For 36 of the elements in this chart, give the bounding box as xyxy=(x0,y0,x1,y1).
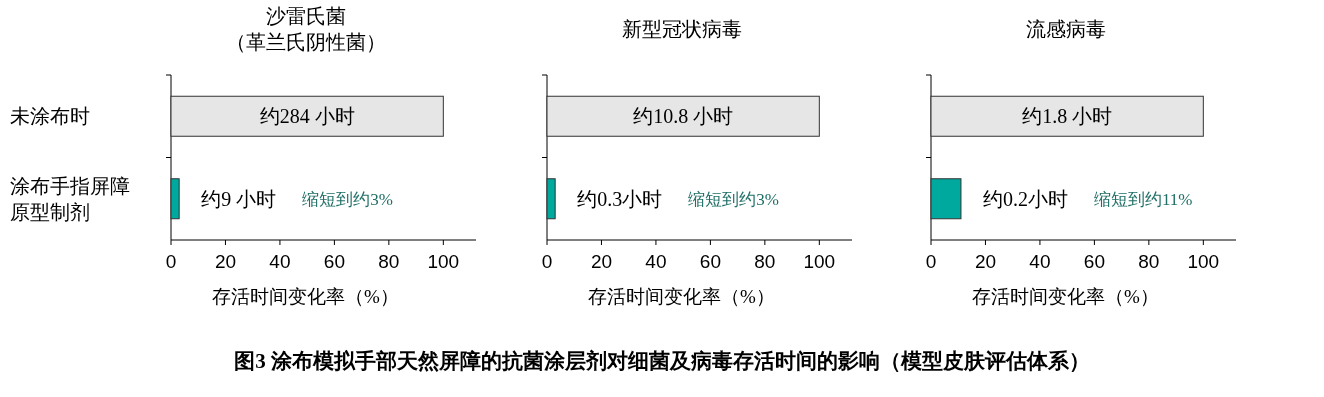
caption: 图3 涂布模拟手部天然屏障的抗菌涂层剂对细菌及病毒存活时间的影响（模型皮肤评估体系） xyxy=(234,349,1090,373)
x-tick-label: 80 xyxy=(378,251,400,272)
y-tick-label: 未涂布时 xyxy=(10,105,90,128)
chart-title: 沙雷氏菌（革兰氏阴性菌） xyxy=(225,5,386,53)
x-tick-label: 100 xyxy=(427,251,460,272)
x-tick-label: 20 xyxy=(214,251,237,272)
x-tick-label: 80 xyxy=(754,251,776,272)
x-tick-label: 0 xyxy=(925,251,937,272)
x-tick-label: 20 xyxy=(974,251,997,272)
data-label: 约284 小时 xyxy=(259,105,355,128)
x-tick-label: 40 xyxy=(1029,251,1051,272)
data-label: 约0.2小时 xyxy=(982,187,1068,210)
x-tick-label: 60 xyxy=(699,251,721,272)
data-label: 约1.8 小时 xyxy=(1022,105,1113,128)
data-label: 约10.8 小时 xyxy=(633,105,734,128)
x-tick-label: 100 xyxy=(803,251,836,272)
annotation: 缩短到约3% xyxy=(688,189,779,209)
x-tick-label: 60 xyxy=(323,251,345,272)
x-tick-label: 60 xyxy=(1083,251,1105,272)
data-label: 约0.3小时 xyxy=(577,187,663,210)
x-tick-label: 40 xyxy=(269,251,291,272)
x-axis-title: 存活时间变化率（%） xyxy=(588,286,775,307)
annotation: 缩短到约11% xyxy=(1093,189,1193,209)
data-label: 约9 小时 xyxy=(201,187,277,210)
x-tick-label: 100 xyxy=(1187,251,1220,272)
x-axis-title: 存活时间变化率（%） xyxy=(212,286,399,307)
chart-title: 新型冠状病毒 xyxy=(621,18,742,40)
annotation: 缩短到约3% xyxy=(302,189,393,209)
y-tick-label: 涂布手指屏障原型制剂 xyxy=(10,174,130,223)
x-axis-title: 存活时间变化率（%） xyxy=(972,286,1159,307)
x-tick-label: 40 xyxy=(645,251,667,272)
x-tick-label: 20 xyxy=(590,251,613,272)
x-tick-label: 0 xyxy=(165,251,177,272)
x-tick-label: 0 xyxy=(541,251,553,272)
x-tick-label: 80 xyxy=(1138,251,1160,272)
chart-title: 流感病毒 xyxy=(1025,18,1106,40)
